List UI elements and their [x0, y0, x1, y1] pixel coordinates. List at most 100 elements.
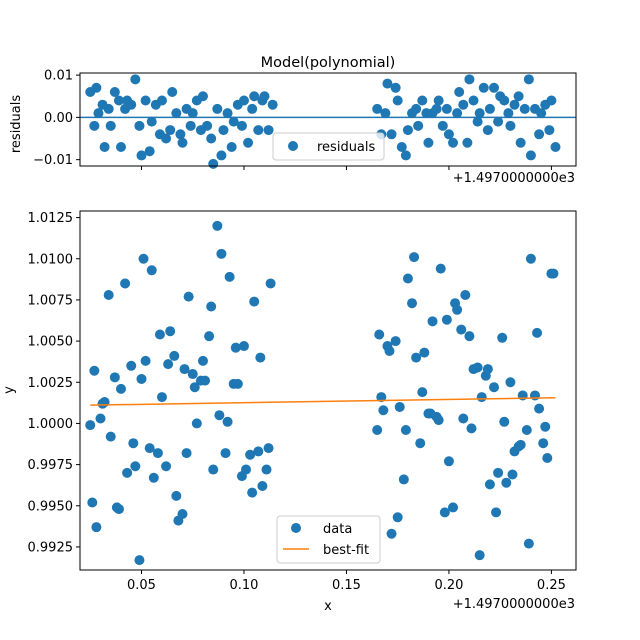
data-point [489, 382, 500, 393]
data-point [439, 507, 450, 518]
data-point [456, 324, 467, 335]
data-point [130, 461, 141, 472]
x-tick-label: 0.20 [434, 578, 463, 593]
residual-point [146, 116, 157, 127]
y-axis-label-residuals: residuals [9, 95, 24, 154]
residual-point [523, 74, 534, 85]
data-point [204, 331, 215, 342]
data-point [245, 449, 256, 460]
data-point [177, 509, 188, 520]
residual-point [499, 95, 510, 106]
data-point [156, 392, 167, 403]
residual-point [515, 137, 526, 148]
data-points [85, 220, 559, 566]
residuals-axes-frame [79, 72, 577, 167]
data-point [542, 453, 553, 464]
data-point [230, 342, 241, 353]
data-point [163, 359, 174, 370]
residual-point [372, 103, 383, 114]
data-point [115, 383, 126, 394]
data-point [390, 336, 401, 347]
residual-point [216, 150, 227, 161]
x-ticks: 0.05 0.10 0.15 0.20 0.25 [127, 570, 566, 593]
data-point [499, 416, 510, 427]
data-point [372, 425, 383, 436]
residual-point [171, 108, 182, 119]
residual-point [423, 137, 434, 148]
residual-point [519, 103, 530, 114]
legend-box [276, 515, 381, 564]
data-point [144, 443, 155, 454]
residual-point [462, 137, 473, 148]
data-point [113, 504, 124, 515]
data-point [238, 341, 249, 352]
residual-point [113, 95, 124, 106]
data-point [85, 420, 96, 431]
data-point [241, 464, 252, 475]
residual-point [454, 87, 465, 98]
data-point [433, 415, 444, 426]
data-point [407, 298, 418, 309]
residuals-x-ticks [140, 166, 552, 170]
data-point [222, 416, 233, 427]
residual-point [468, 95, 479, 106]
residual-point [433, 95, 444, 106]
residual-point [536, 108, 547, 119]
residual-point [208, 158, 219, 169]
residuals-y-ticks: −0.01 0.00 0.01 [33, 69, 80, 168]
residual-point [431, 103, 442, 114]
residual-point [259, 91, 270, 102]
residual-point [226, 141, 237, 152]
residual-point [109, 87, 120, 98]
data-point [402, 273, 413, 284]
data-point [191, 418, 202, 429]
residual-point [206, 133, 217, 144]
chart-title: Model(polynomial) [261, 55, 396, 71]
data-point [255, 352, 266, 363]
data-point [220, 448, 231, 459]
data-point [493, 467, 504, 478]
legend-label-best-fit: best-fit [323, 543, 369, 558]
residuals-legend: residuals [272, 132, 385, 161]
axes-frame [79, 210, 577, 571]
data-point [154, 329, 165, 340]
data-point [261, 464, 272, 475]
residual-point [267, 99, 278, 110]
residual-point [550, 141, 561, 152]
legend-label-data: data [323, 522, 352, 537]
data-point [146, 265, 157, 276]
residual-point [263, 125, 274, 136]
data-point [540, 421, 551, 432]
residual-point [544, 125, 555, 136]
data-point [257, 481, 268, 492]
data-point [409, 252, 420, 263]
y-tick-label: 0.9950 [28, 499, 74, 514]
x-tick-label: 0.10 [229, 578, 258, 593]
residual-point [489, 82, 500, 93]
residual-point [402, 125, 413, 136]
y-tick-label: 0.9975 [28, 458, 74, 473]
data-point [427, 316, 438, 327]
y-tick-label: 1.0025 [28, 376, 74, 391]
residual-point [144, 146, 155, 157]
residual-point [400, 150, 411, 161]
residual-point [105, 120, 116, 131]
data-point [189, 382, 200, 393]
data-point [181, 448, 192, 459]
x-tick-label: 0.05 [127, 578, 156, 593]
data-point [419, 347, 430, 358]
residual-point [236, 120, 247, 131]
y-tick-label: 1.0100 [28, 252, 74, 267]
data-point [415, 438, 426, 449]
residual-point [380, 108, 391, 119]
residual-point [484, 103, 495, 114]
data-point [378, 405, 389, 416]
data-point [491, 507, 502, 518]
data-point [464, 331, 475, 342]
data-point [165, 326, 176, 337]
y-tick-label: 0.9925 [28, 540, 74, 555]
data-point [120, 278, 131, 289]
residual-point [472, 116, 483, 127]
x-axis-label: x [324, 599, 332, 614]
legend-label-residuals: residuals [317, 140, 376, 155]
